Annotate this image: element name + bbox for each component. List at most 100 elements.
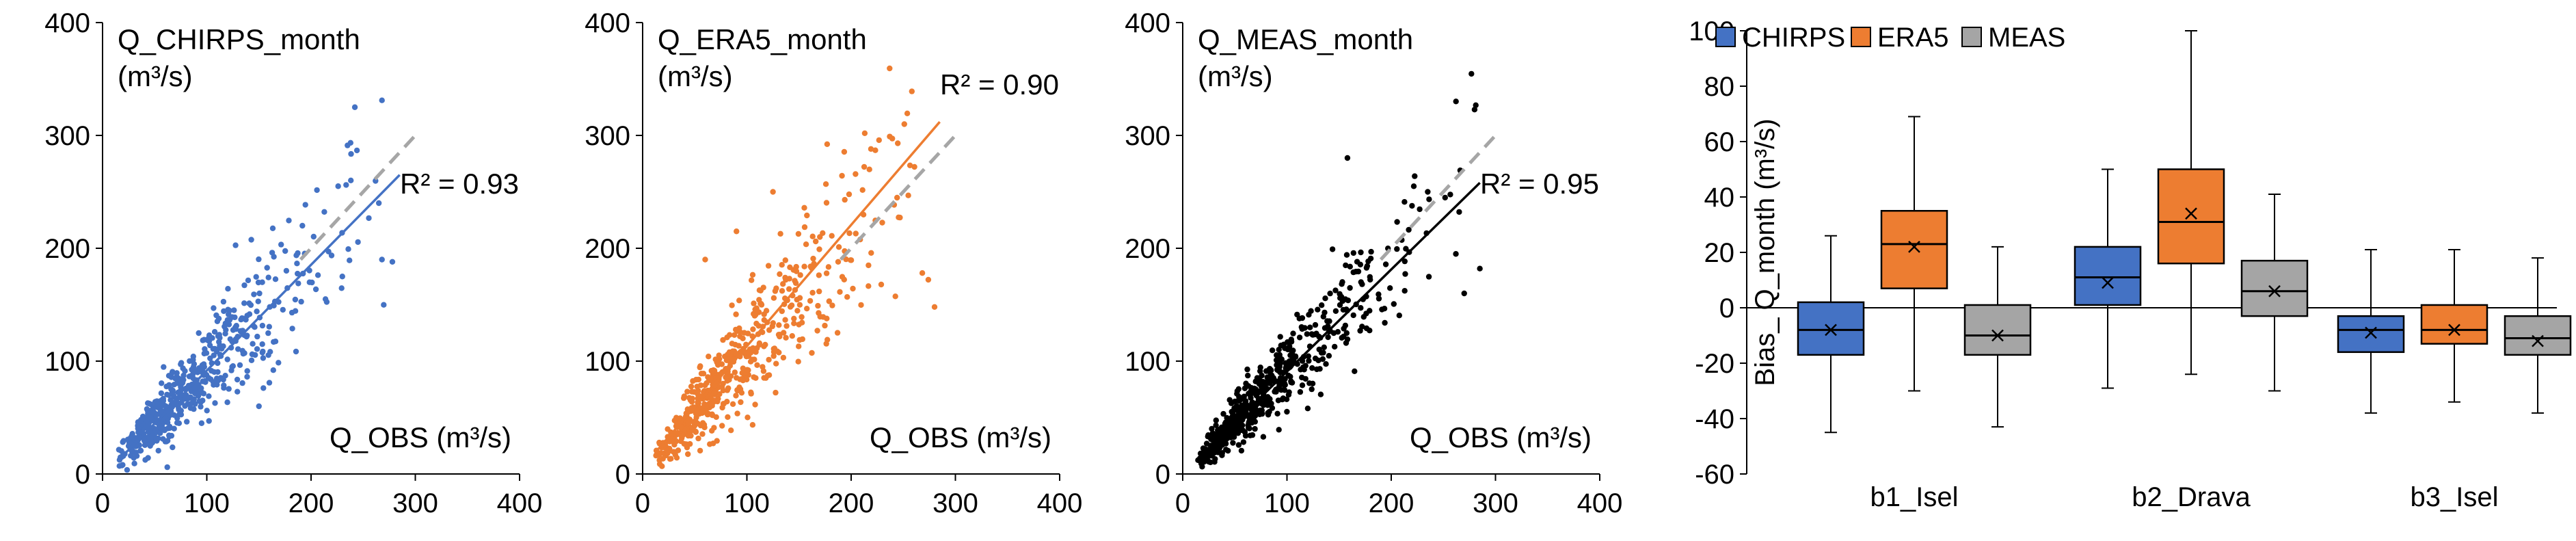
data-point <box>866 283 872 289</box>
data-point <box>1401 199 1408 205</box>
data-point <box>146 414 152 420</box>
data-point <box>1347 285 1353 291</box>
data-point <box>213 312 219 319</box>
data-point <box>1334 329 1341 335</box>
data-point <box>294 261 300 267</box>
data-point <box>825 264 832 270</box>
data-point <box>1247 432 1254 438</box>
data-point <box>850 285 856 292</box>
box-body <box>2337 315 2405 354</box>
data-point <box>1332 287 1339 293</box>
data-point <box>779 262 785 268</box>
data-point <box>375 200 382 207</box>
box-meas <box>2240 193 2309 392</box>
data-point <box>206 393 212 399</box>
data-point <box>1317 366 1323 372</box>
data-point <box>725 414 731 420</box>
data-point <box>733 393 739 399</box>
data-point <box>379 97 385 103</box>
x-axis-label: Q_OBS (m³/s) <box>330 421 511 453</box>
box-body <box>1880 210 1948 289</box>
data-point <box>366 215 372 222</box>
data-point <box>732 332 738 338</box>
box-body <box>2157 168 2225 265</box>
data-point <box>144 418 150 424</box>
data-point <box>335 183 341 189</box>
data-point <box>1230 412 1236 419</box>
data-point <box>314 187 320 194</box>
data-point <box>684 406 690 412</box>
data-point <box>1275 367 1281 373</box>
data-point <box>846 191 853 198</box>
data-point <box>1477 265 1483 272</box>
mean-marker <box>2102 276 2114 289</box>
data-point <box>222 330 228 337</box>
data-point <box>787 264 793 270</box>
data-point <box>1306 312 1312 318</box>
data-point <box>1359 324 1365 330</box>
data-point <box>729 302 735 308</box>
data-point <box>1282 345 1288 352</box>
data-point <box>243 334 250 340</box>
panel-title: Q_CHIRPS_month <box>118 23 360 55</box>
data-point <box>323 299 330 305</box>
data-point <box>765 263 772 269</box>
data-point <box>868 146 874 152</box>
data-point <box>1290 330 1296 337</box>
data-point <box>887 133 893 140</box>
data-point <box>1387 285 1393 291</box>
data-point <box>653 447 660 453</box>
data-point <box>178 408 184 414</box>
data-point <box>252 324 258 330</box>
data-point <box>713 414 719 420</box>
data-point <box>116 447 122 453</box>
data-point <box>1299 382 1306 388</box>
data-point <box>858 302 864 308</box>
data-point <box>259 349 265 356</box>
data-point <box>211 305 217 311</box>
data-point <box>861 130 868 136</box>
data-point <box>338 285 345 291</box>
data-point <box>150 404 157 410</box>
data-point <box>133 449 139 456</box>
data-point <box>738 390 745 396</box>
data-point <box>665 426 671 432</box>
data-point <box>339 274 345 280</box>
data-point <box>157 430 163 436</box>
data-point <box>248 237 254 243</box>
data-point <box>241 282 247 289</box>
box-body <box>1963 304 2032 356</box>
x-tick-label: 200 <box>1369 488 1414 518</box>
data-point <box>681 395 687 401</box>
data-point <box>762 341 768 348</box>
data-point <box>180 372 187 379</box>
data-point <box>708 367 714 374</box>
data-point <box>293 252 299 259</box>
data-point <box>198 420 205 426</box>
data-point <box>729 401 736 407</box>
data-point <box>292 308 299 314</box>
data-point <box>872 147 878 153</box>
data-point <box>1365 258 1371 265</box>
data-point <box>848 257 855 263</box>
data-point <box>1347 263 1354 269</box>
data-point <box>751 356 757 362</box>
data-point <box>190 364 197 370</box>
data-point <box>738 399 744 406</box>
data-point <box>1332 343 1338 350</box>
data-point <box>744 414 751 421</box>
data-point <box>1234 391 1240 397</box>
data-point <box>687 397 694 404</box>
y-tick-label: 60 <box>1704 127 1735 157</box>
data-point <box>1269 347 1276 354</box>
data-point <box>1299 374 1305 381</box>
data-point <box>786 286 792 292</box>
data-point <box>256 403 262 410</box>
data-point <box>295 280 301 287</box>
data-point <box>1442 194 1448 201</box>
data-point <box>1326 353 1332 359</box>
data-point <box>254 333 260 340</box>
data-point <box>1304 331 1311 337</box>
x-tick-label: 200 <box>289 488 334 518</box>
data-point <box>221 385 227 391</box>
